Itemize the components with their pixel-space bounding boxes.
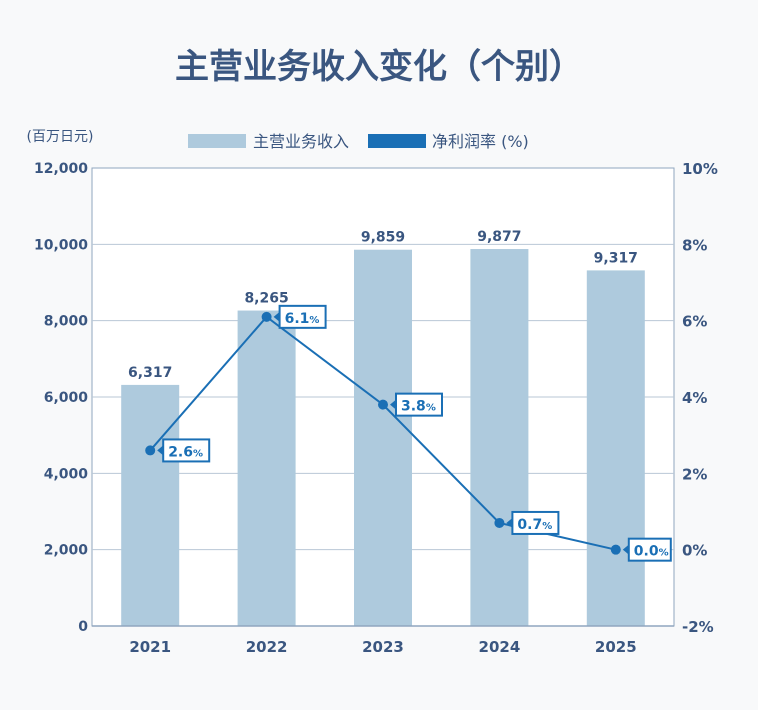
legend-swatch-margin [368, 134, 426, 148]
bar-value-label: 6,317 [128, 365, 172, 381]
bar [354, 249, 412, 626]
bar [586, 270, 645, 626]
legend-swatch-revenue [188, 134, 246, 148]
left-tick-label: 6,000 [44, 390, 89, 406]
bar [470, 249, 529, 626]
left-axis-unit: (百万日元) [27, 129, 94, 145]
percent-suffix: % [426, 403, 436, 414]
left-tick-label: 12,000 [34, 161, 88, 177]
bar [237, 310, 296, 626]
margin-point [261, 311, 272, 322]
margin-value-label: 0.0% [634, 544, 669, 560]
bar-value-label: 9,317 [594, 250, 638, 266]
x-tick-label: 2024 [479, 638, 521, 656]
margin-value-label: 0.7% [517, 517, 552, 533]
margin-point [494, 517, 505, 528]
margin-label-box [511, 510, 560, 535]
margin-point [378, 399, 388, 410]
label-pointer [390, 399, 396, 410]
margin-point [145, 445, 156, 456]
x-tick-label: 2022 [246, 638, 288, 656]
legend-label-revenue: 主营业务收入 [253, 132, 349, 151]
legend: 主营业务收入 净利润率 (%) [188, 132, 529, 151]
margin-label-box [278, 304, 327, 329]
bar-value-label: 9,859 [361, 230, 405, 246]
margin-label-box [395, 392, 443, 417]
right-tick-label: -2% [682, 618, 714, 636]
chart-title: 主营业务收入变化（个别） [175, 47, 583, 87]
margin-label-box [162, 438, 211, 463]
label-pointer [273, 311, 280, 322]
margin-value-label: 3.8% [401, 399, 436, 415]
left-tick-label: 2,000 [44, 543, 89, 559]
percent-suffix: % [659, 548, 669, 559]
percent-suffix: % [542, 521, 552, 532]
right-tick-label: 10% [682, 160, 718, 178]
label-pointer [157, 445, 164, 456]
right-tick-label: 8% [682, 236, 707, 254]
right-tick-label: 0% [682, 542, 707, 560]
margin-point [610, 544, 621, 555]
bar [121, 384, 180, 626]
label-pointer [506, 517, 513, 528]
left-tick-label: 10,000 [34, 237, 88, 253]
left-tick-label: 0 [78, 619, 88, 635]
right-tick-label: 2% [682, 465, 707, 483]
label-pointer [622, 544, 629, 555]
bar-value-label: 9,877 [477, 229, 521, 245]
percent-suffix: % [193, 448, 203, 459]
right-tick-label: 6% [682, 313, 707, 331]
margin-label-box [627, 537, 672, 562]
right-tick-label: 4% [682, 389, 707, 407]
x-tick-label: 2021 [129, 638, 171, 656]
left-tick-label: 4,000 [44, 466, 89, 482]
x-tick-label: 2023 [362, 638, 404, 656]
margin-value-label: 2.6% [168, 444, 203, 460]
bar-value-label: 8,265 [244, 291, 288, 307]
margin-value-label: 6.1% [285, 311, 320, 327]
left-tick-label: 8,000 [44, 314, 89, 330]
x-tick-label: 2025 [595, 638, 637, 656]
legend-label-margin: 净利润率 (%) [432, 132, 529, 151]
percent-suffix: % [309, 315, 319, 326]
